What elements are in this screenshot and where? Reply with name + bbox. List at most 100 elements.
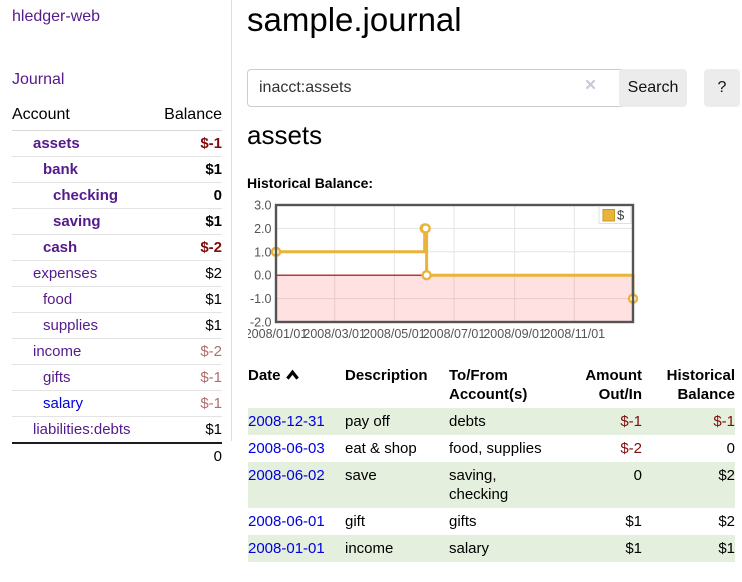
account-row: assets $-1: [12, 131, 222, 157]
account-row: expenses $2: [12, 261, 222, 287]
register-cell-amount: $-2: [620, 440, 642, 457]
clear-search-icon[interactable]: ×: [585, 75, 597, 96]
svg-text:3.0: 3.0: [254, 199, 271, 213]
register-cell-accounts: gifts: [449, 513, 477, 530]
register-cell-accounts: food, supplies: [449, 440, 542, 457]
account-balance: $-1: [200, 395, 222, 412]
account-balance: $-2: [200, 343, 222, 360]
register-cell-amount: $1: [625, 540, 642, 557]
app-title-link[interactable]: hledger-web: [12, 8, 101, 25]
transaction-date-link[interactable]: 2008-06-01: [248, 513, 325, 530]
register-header-date[interactable]: Date: [248, 362, 345, 408]
register-cell-balance: $1: [718, 540, 735, 557]
account-balance: $1: [205, 291, 222, 308]
sidebar-account-link-salary[interactable]: salary: [43, 395, 84, 412]
account-balance: $-1: [200, 369, 222, 386]
register-cell-balance: $-1: [713, 413, 735, 430]
accounts-total-row: 0: [12, 442, 222, 469]
sidebar-account-link-assets[interactable]: assets: [33, 135, 80, 152]
account-row: food $1: [12, 287, 222, 313]
accounts-table: Account Balance assets $-1 bank $1 checking 0…: [12, 104, 222, 469]
register-cell-accounts: debts: [449, 413, 486, 430]
account-balance: $2: [205, 265, 222, 282]
svg-text:2008/11/01: 2008/11/01: [543, 327, 605, 341]
register-rows: 2008-12-31 pay off debts $-1 $-1 2008-06-03 ea…: [248, 408, 735, 562]
sidebar-account-link-supplies[interactable]: supplies: [43, 317, 99, 334]
account-row: checking 0: [12, 183, 222, 209]
account-heading: assets: [247, 120, 323, 150]
sidebar: hledger-web Journal Account Balance asse…: [0, 0, 232, 465]
register-cell-description: eat & shop: [345, 440, 417, 457]
sidebar-account-link-income[interactable]: income: [33, 343, 82, 360]
register-row: 2008-06-02 save saving, checking 0 $2: [248, 462, 735, 508]
register-table: Date Description To/From Account(s) Amou…: [248, 362, 735, 562]
svg-text:2.0: 2.0: [254, 222, 271, 236]
svg-text:2008/03/01: 2008/03/01: [303, 327, 366, 341]
register-cell-description: pay off: [345, 413, 390, 430]
register-header-amount: Amount Out/In: [585, 367, 642, 403]
chart-canvas: $3.0 2.0 1.0 0.0 -1.0 -2.02008/01/012008/03/0…: [245, 199, 639, 341]
sidebar-account-link-bank[interactable]: bank: [43, 161, 79, 178]
register-cell-date: 2008-06-01: [248, 508, 345, 535]
register-cell-date: 2008-06-03: [248, 435, 345, 462]
page-title: sample.journal: [247, 1, 462, 38]
account-row: salary $-1: [12, 391, 222, 417]
svg-text:1.0: 1.0: [254, 245, 271, 259]
chart-section-label: Historical Balance:: [247, 175, 374, 191]
register-header-description: Description: [345, 367, 428, 384]
help-button[interactable]: ?: [704, 69, 740, 107]
register-header-balance: Historical Balance: [666, 367, 735, 403]
svg-text:0.0: 0.0: [254, 269, 271, 283]
register-header-accounts: To/From Account(s): [449, 367, 528, 403]
register-cell-amount: 0: [633, 467, 642, 484]
svg-text:-2.0: -2.0: [250, 316, 272, 330]
register-cell-balance: 0: [726, 440, 735, 457]
svg-text:$: $: [617, 208, 625, 223]
accounts-table-header: Account Balance: [12, 104, 222, 131]
sort-ascending-icon: [285, 367, 300, 386]
date-header-label: Date: [248, 367, 281, 384]
account-balance: $1: [205, 213, 222, 230]
svg-text:2008/09/01: 2008/09/01: [483, 327, 546, 341]
transaction-date-link[interactable]: 2008-01-01: [248, 540, 325, 557]
transaction-date-link[interactable]: 2008-06-02: [248, 467, 325, 484]
svg-text:2008/07/01: 2008/07/01: [423, 327, 486, 341]
register-row: 2008-01-01 income salary $1 $1: [248, 535, 735, 562]
sidebar-account-link-cash[interactable]: cash: [43, 239, 78, 256]
sidebar-item-journal[interactable]: Journal: [12, 71, 65, 88]
account-row: income $-2: [12, 339, 222, 365]
register-cell-description: save: [345, 467, 377, 484]
register-cell-date: 2008-01-01: [248, 535, 345, 562]
sidebar-account-link-expenses[interactable]: expenses: [33, 265, 98, 282]
sidebar-account-link-gifts[interactable]: gifts: [43, 369, 71, 386]
register-cell-accounts: salary: [449, 540, 490, 557]
register-cell-date: 2008-12-31: [248, 408, 345, 435]
account-balance: $1: [205, 317, 222, 334]
sidebar-account-link-liabilities-debts[interactable]: liabilities:debts: [33, 421, 131, 438]
account-balance: $1: [205, 161, 222, 178]
account-balance: $1: [205, 421, 222, 438]
sidebar-account-link-checking[interactable]: checking: [53, 187, 119, 204]
search-input[interactable]: [247, 69, 641, 107]
search-button[interactable]: Search: [619, 69, 687, 107]
historical-balance-chart: $3.0 2.0 1.0 0.0 -1.0 -2.0 2008/01/01 2008/03/0…: [245, 199, 708, 347]
svg-text:-1.0: -1.0: [250, 292, 272, 306]
register-row: 2008-06-03 eat & shop food, supplies $-2 0: [248, 435, 735, 462]
accounts-total-value: 0: [213, 448, 222, 465]
account-rows: assets $-1 bank $1 checking 0 saving $1 cash $-2 e…: [12, 131, 222, 442]
register-cell-amount: $1: [625, 513, 642, 530]
transaction-date-link[interactable]: 2008-06-03: [248, 440, 325, 457]
register-cell-accounts: saving, checking: [449, 467, 509, 503]
sidebar-account-link-saving[interactable]: saving: [53, 213, 101, 230]
account-row: bank $1: [12, 157, 222, 183]
transaction-date-link[interactable]: 2008-12-31: [248, 413, 325, 430]
sidebar-account-link-food[interactable]: food: [43, 291, 73, 308]
account-balance: 0: [213, 187, 222, 204]
account-balance: $-1: [200, 135, 222, 152]
register-header-row: Date Description To/From Account(s) Amou…: [248, 362, 735, 408]
register-cell-amount: $-1: [620, 413, 642, 430]
account-balance: $-2: [200, 239, 222, 256]
account-row: cash $-2: [12, 235, 222, 261]
register-cell-description: income: [345, 540, 394, 557]
balance-column-header: Balance: [164, 106, 222, 123]
